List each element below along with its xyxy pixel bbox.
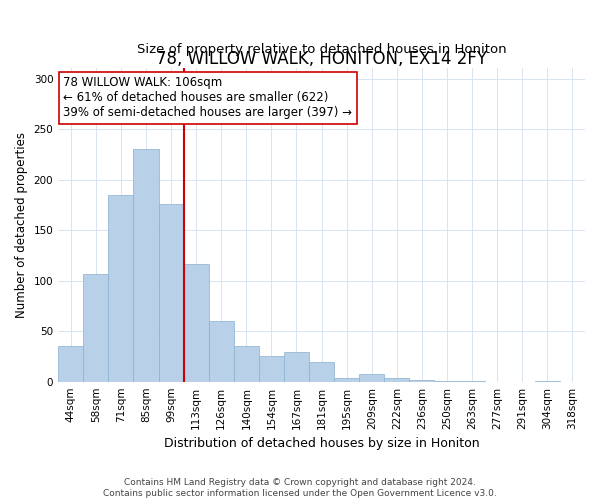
Bar (58, 346, 83, 382)
Bar (309, 362, 334, 382)
Bar (184, 264, 209, 382)
Bar (109, 194, 133, 382)
Text: 78 WILLOW WALK: 106sqm
← 61% of detached houses are smaller (622)
39% of semi-de: 78 WILLOW WALK: 106sqm ← 61% of detached… (64, 76, 352, 119)
Bar (535, 380, 560, 382)
Bar (434, 380, 460, 382)
Bar (158, 204, 184, 382)
Y-axis label: Number of detached properties: Number of detached properties (15, 132, 28, 318)
Bar (409, 380, 434, 382)
Text: Size of property relative to detached houses in Honiton: Size of property relative to detached ho… (137, 43, 506, 56)
Bar (133, 149, 158, 382)
Bar (385, 378, 409, 382)
Bar (334, 378, 359, 382)
Bar (359, 374, 385, 382)
Title: 78, WILLOW WALK, HONITON, EX14 2FY: 78, WILLOW WALK, HONITON, EX14 2FY (156, 50, 487, 68)
Bar (83, 274, 109, 382)
X-axis label: Distribution of detached houses by size in Honiton: Distribution of detached houses by size … (164, 437, 479, 450)
Bar (234, 346, 259, 382)
Bar (460, 380, 485, 382)
Bar (209, 321, 234, 382)
Text: Contains HM Land Registry data © Crown copyright and database right 2024.
Contai: Contains HM Land Registry data © Crown c… (103, 478, 497, 498)
Bar (259, 356, 284, 382)
Bar (284, 352, 309, 382)
